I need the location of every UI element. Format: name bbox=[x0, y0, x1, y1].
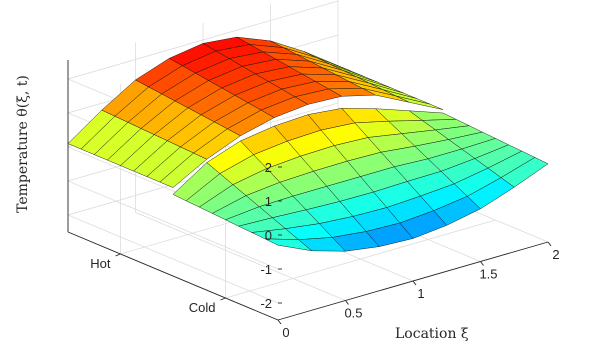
y-tick-label: Hot bbox=[90, 256, 111, 271]
x-tick-mark bbox=[480, 261, 484, 266]
z-axis-label: Temperature θ(ξ, t) bbox=[15, 75, 31, 213]
x-tick-label: 0.5 bbox=[344, 306, 362, 321]
y-tick-mark bbox=[115, 253, 121, 257]
z-tick-label: 2 bbox=[265, 160, 272, 175]
z-tick-label: 0 bbox=[265, 228, 272, 243]
grid-line-floor bbox=[225, 219, 496, 299]
surface-patch-cold bbox=[500, 157, 549, 188]
tick-layer: 0 0.5 1 1.5 2 Cold Hot -2 -1 0 1 2 bbox=[90, 160, 559, 340]
y-axis-line bbox=[67, 231, 279, 321]
z-tick-label: -1 bbox=[260, 262, 272, 277]
x-tick-mark bbox=[412, 280, 417, 286]
x-tick-label: 1.5 bbox=[479, 267, 497, 282]
y-tick-label: Cold bbox=[189, 300, 216, 315]
surface-patch-hot bbox=[395, 95, 444, 110]
x-tick-label: 2 bbox=[552, 247, 559, 262]
x-tick-mark bbox=[345, 300, 349, 305]
z-tick-label: -2 bbox=[260, 296, 272, 311]
x-tick-mark bbox=[277, 319, 282, 325]
y-tick-mark bbox=[220, 297, 226, 301]
x-tick-label: 0 bbox=[282, 325, 289, 340]
grid-line-floor bbox=[135, 212, 346, 301]
surface-layer bbox=[67, 36, 549, 252]
x-tick-label: 1 bbox=[417, 286, 424, 301]
z-tick-label: 1 bbox=[265, 194, 272, 209]
x-tick-mark bbox=[547, 241, 552, 247]
x-axis-label: Location ξ bbox=[395, 326, 469, 342]
